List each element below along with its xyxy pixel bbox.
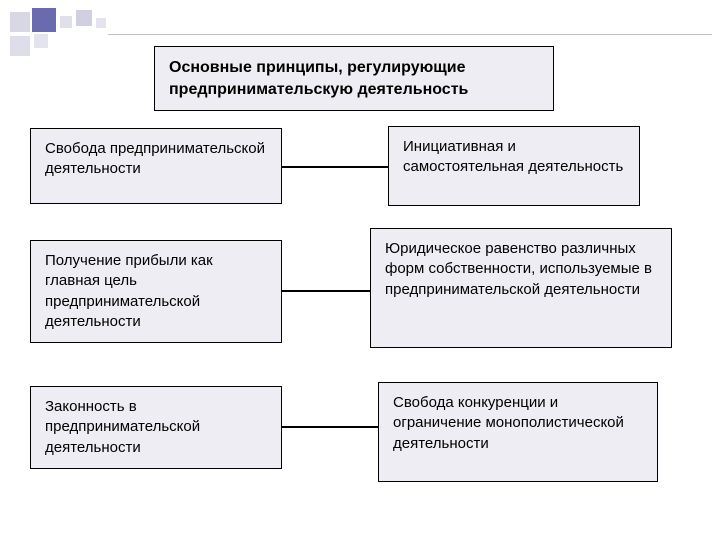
connector-0 [282,166,388,168]
right-box-0: Инициативная и самостоятельная деятельно… [388,126,640,206]
right-box-2: Свобода конкуренции и ограничение монопо… [378,382,658,482]
right-box-1: Юридическое равенство различных форм соб… [370,228,672,348]
header-box: Основные принципы, регулирующие предприн… [154,46,554,111]
left-box-2: Законность в предпринимательской деятель… [30,386,282,469]
left-box-0: Свобода предпринимательской деятельности [30,128,282,204]
horizontal-rule [108,34,712,35]
connector-2 [282,426,378,428]
connector-1 [282,290,370,292]
left-box-1: Получение прибыли как главная цель предп… [30,240,282,343]
